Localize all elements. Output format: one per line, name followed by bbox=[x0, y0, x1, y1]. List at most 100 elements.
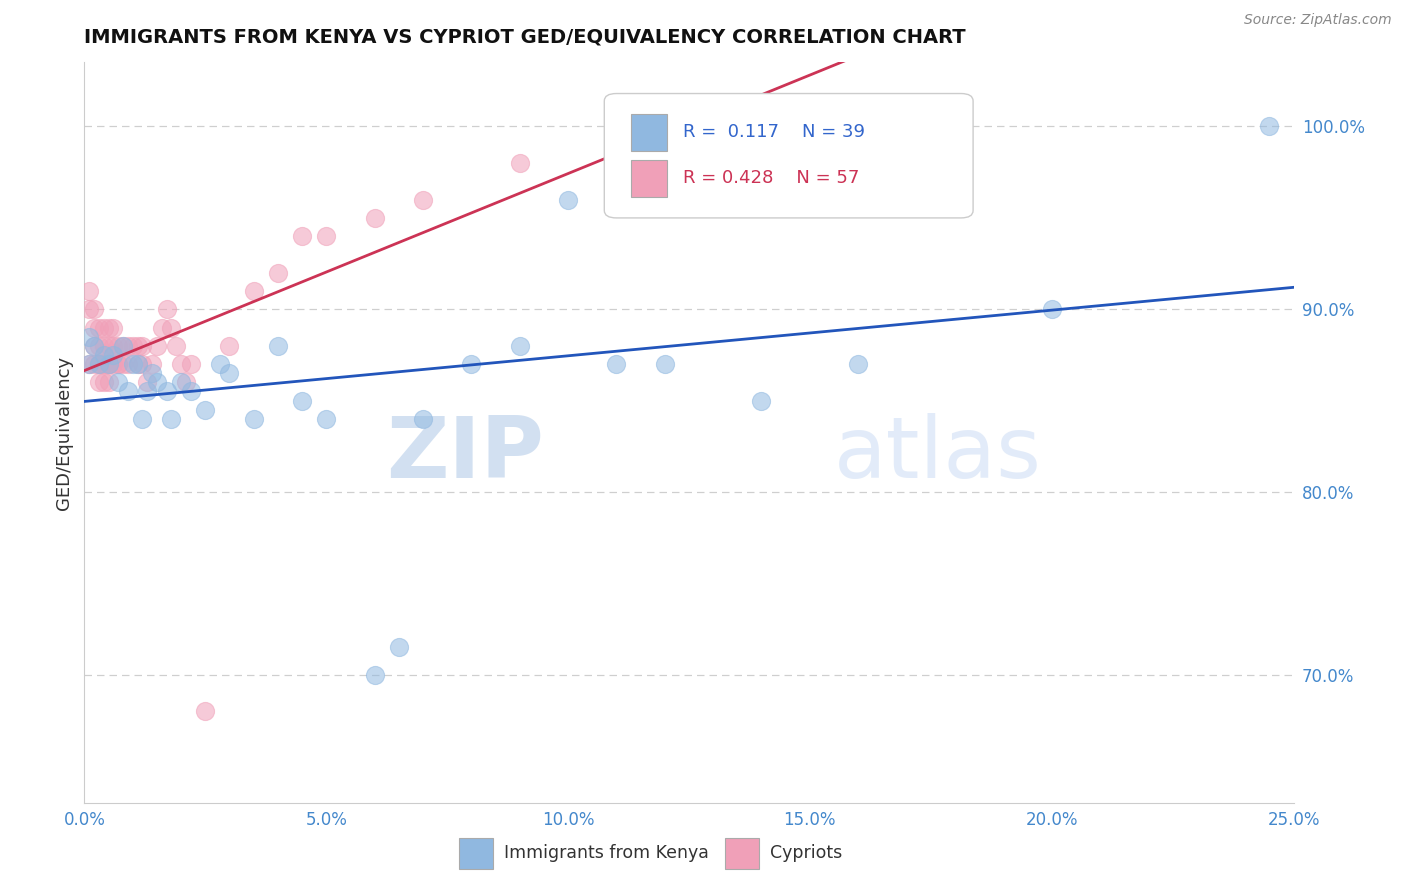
Point bbox=[97, 357, 120, 371]
Point bbox=[93, 348, 115, 362]
Point bbox=[107, 357, 129, 371]
Point bbox=[77, 357, 100, 371]
Point bbox=[291, 393, 314, 408]
Point bbox=[87, 339, 110, 353]
Point bbox=[131, 412, 153, 426]
Point bbox=[93, 320, 115, 334]
Bar bbox=[631, 161, 668, 197]
Text: ZIP: ZIP bbox=[387, 413, 544, 496]
Point bbox=[363, 668, 385, 682]
Point bbox=[291, 229, 314, 244]
Point bbox=[170, 376, 193, 390]
Text: IMMIGRANTS FROM KENYA VS CYPRIOT GED/EQUIVALENCY CORRELATION CHART: IMMIGRANTS FROM KENYA VS CYPRIOT GED/EQU… bbox=[84, 28, 966, 47]
Point bbox=[180, 384, 202, 399]
Point bbox=[83, 339, 105, 353]
Point bbox=[87, 357, 110, 371]
Point bbox=[127, 339, 149, 353]
Text: Cypriots: Cypriots bbox=[770, 844, 842, 863]
Point bbox=[127, 357, 149, 371]
Point bbox=[174, 376, 197, 390]
Point bbox=[121, 339, 143, 353]
Point bbox=[83, 320, 105, 334]
Point bbox=[83, 339, 105, 353]
Point bbox=[412, 412, 434, 426]
Point bbox=[97, 320, 120, 334]
Point bbox=[146, 376, 169, 390]
Point bbox=[315, 412, 337, 426]
Point bbox=[127, 357, 149, 371]
Point bbox=[1258, 120, 1281, 134]
Point bbox=[112, 339, 135, 353]
Point bbox=[77, 329, 100, 343]
Point bbox=[93, 357, 115, 371]
Point bbox=[165, 339, 187, 353]
Point bbox=[103, 339, 125, 353]
Point bbox=[87, 357, 110, 371]
Point bbox=[412, 193, 434, 207]
Point bbox=[93, 376, 115, 390]
Text: Source: ZipAtlas.com: Source: ZipAtlas.com bbox=[1244, 13, 1392, 28]
Point bbox=[117, 339, 139, 353]
Point bbox=[170, 357, 193, 371]
Point bbox=[218, 366, 240, 380]
Point bbox=[107, 376, 129, 390]
Bar bbox=[631, 114, 668, 152]
Point bbox=[605, 357, 627, 371]
Bar bbox=[725, 838, 759, 870]
Point bbox=[112, 339, 135, 353]
Point bbox=[103, 348, 125, 362]
Point bbox=[121, 357, 143, 371]
Point bbox=[315, 229, 337, 244]
Point bbox=[155, 384, 177, 399]
Point bbox=[267, 339, 290, 353]
Bar bbox=[460, 838, 494, 870]
Point bbox=[107, 357, 129, 371]
Point bbox=[194, 705, 217, 719]
Point bbox=[131, 339, 153, 353]
Point bbox=[117, 384, 139, 399]
Point bbox=[846, 357, 869, 371]
Point bbox=[136, 376, 159, 390]
Point bbox=[146, 339, 169, 353]
FancyBboxPatch shape bbox=[605, 94, 973, 218]
Point bbox=[117, 357, 139, 371]
Point bbox=[93, 357, 115, 371]
Point bbox=[112, 357, 135, 371]
Point bbox=[242, 284, 264, 298]
Point bbox=[97, 357, 120, 371]
Point bbox=[87, 376, 110, 390]
Point bbox=[136, 384, 159, 399]
Point bbox=[160, 412, 183, 426]
Point bbox=[751, 393, 773, 408]
Y-axis label: GED/Equivalency: GED/Equivalency bbox=[55, 356, 73, 509]
Point bbox=[77, 284, 100, 298]
Point bbox=[363, 211, 385, 225]
Point bbox=[160, 320, 183, 334]
Point bbox=[131, 357, 153, 371]
Point bbox=[388, 640, 411, 655]
Point bbox=[141, 366, 163, 380]
Point bbox=[654, 357, 676, 371]
Point bbox=[509, 156, 531, 170]
Point bbox=[103, 320, 125, 334]
Point bbox=[194, 402, 217, 417]
Point bbox=[141, 357, 163, 371]
Text: atlas: atlas bbox=[834, 413, 1042, 496]
Point bbox=[509, 339, 531, 353]
Point bbox=[77, 357, 100, 371]
Point bbox=[77, 302, 100, 317]
Point bbox=[267, 266, 290, 280]
Point bbox=[180, 357, 202, 371]
Point bbox=[87, 357, 110, 371]
Point bbox=[155, 302, 177, 317]
Text: R = 0.428    N = 57: R = 0.428 N = 57 bbox=[683, 169, 859, 187]
Point bbox=[103, 357, 125, 371]
Point bbox=[83, 357, 105, 371]
Text: R =  0.117    N = 39: R = 0.117 N = 39 bbox=[683, 123, 865, 141]
Point bbox=[654, 120, 676, 134]
Point bbox=[97, 376, 120, 390]
Point bbox=[208, 357, 231, 371]
Point bbox=[107, 339, 129, 353]
Point bbox=[87, 320, 110, 334]
Point bbox=[93, 339, 115, 353]
